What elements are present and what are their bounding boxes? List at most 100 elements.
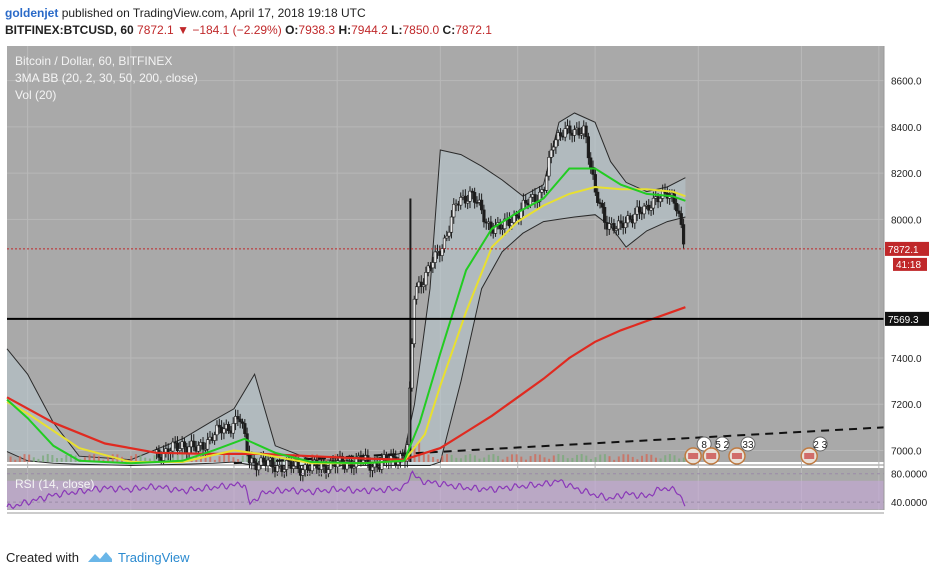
ohlc-line: BITFINEX:BTCUSD, 60 7872.1 ▼ −184.1 (−2.… [5, 23, 492, 37]
volume-bar [46, 454, 49, 462]
candle-body [616, 220, 621, 230]
event-count-label: 33 [742, 440, 754, 451]
candle-body [275, 465, 279, 472]
candle-body [296, 461, 300, 469]
volume-bar [436, 459, 439, 462]
volume-bar [543, 457, 546, 462]
event-count-label: 8 [701, 440, 707, 451]
candle-body [236, 416, 240, 420]
candle-body [445, 235, 449, 239]
volume-bar [483, 457, 486, 462]
tradingview-link[interactable]: TradingView [118, 550, 190, 565]
created-with-text: Created with [6, 550, 79, 565]
candle-body [201, 442, 205, 450]
volume-bar [209, 456, 212, 462]
candle-body [470, 190, 474, 193]
candle-body [280, 464, 284, 473]
volume-bar [130, 455, 133, 462]
rsi-line [6, 470, 686, 510]
candle-body [226, 424, 231, 431]
candle-body [651, 197, 656, 209]
high-value: 7944.2 [351, 23, 388, 37]
candle-body [563, 128, 567, 138]
candle-body [271, 457, 275, 468]
volume-bar [673, 455, 676, 462]
volume-bar [23, 454, 26, 462]
bb-legend: 3MA BB (20, 2, 30, 50, 200, close) [15, 71, 198, 85]
volume-bar [83, 457, 86, 462]
volume-bar [622, 454, 625, 462]
candle-body [577, 127, 581, 136]
volume-bar [274, 455, 277, 462]
candles [155, 119, 686, 483]
volume-bar [659, 458, 662, 462]
candle-body [524, 199, 528, 204]
candle-body [291, 465, 296, 469]
countdown-label: 41:18 [896, 260, 921, 271]
volume-bar [28, 454, 31, 462]
chart-svg[interactable]: 5 7 9 11 13 12:00 16 18 20 12:0 7000.0 7200.0 7400.0… [0, 42, 941, 533]
volume-bar [548, 458, 551, 462]
candle-body [549, 149, 553, 158]
event-count-label: 5 2 [715, 440, 729, 451]
candle-body [482, 209, 486, 223]
volume-bar [682, 457, 685, 462]
y-tick-label: 7000.0 [891, 446, 922, 457]
volume-bar [88, 454, 91, 462]
volume-bar [599, 454, 602, 462]
candle-body [175, 442, 180, 452]
volume-bar [223, 454, 226, 462]
volume-bar [450, 454, 453, 462]
candle-body [545, 175, 549, 191]
candle-body [178, 448, 182, 452]
price-change: −184.1 (−2.29%) [192, 23, 282, 37]
tradingview-logo-icon [88, 552, 112, 562]
x-tick-label: 5 [25, 521, 31, 522]
y-tick-label: 7400.0 [891, 354, 922, 365]
candle-body [447, 231, 451, 237]
volume-bar [617, 456, 620, 462]
x-tick-label: 18 [692, 521, 704, 522]
candle-body [329, 460, 333, 470]
candle-body [649, 207, 653, 211]
support-label-bg [885, 311, 929, 326]
candle-body [401, 453, 405, 456]
author-link[interactable]: goldenjet [5, 6, 59, 20]
candle-body [591, 166, 595, 175]
vol-legend: Vol (20) [15, 88, 57, 102]
open-label: O: [285, 23, 299, 37]
candle-body [473, 192, 477, 203]
candle-body [350, 461, 354, 469]
volume-bar [18, 456, 21, 462]
candle-body [463, 195, 467, 204]
low-label: L: [391, 23, 403, 37]
volume-bar [232, 457, 235, 462]
close-value: 7872.1 [455, 23, 492, 37]
volume-bar [343, 457, 346, 462]
close-label: C: [442, 23, 456, 37]
volume-bar [69, 454, 72, 462]
rsi-legend: RSI (14, close) [15, 477, 95, 491]
support-label: 7569.3 [888, 315, 919, 326]
candle-body [540, 189, 544, 193]
candle-body [424, 272, 428, 286]
volume-bar [571, 457, 574, 462]
volume-bar [594, 457, 597, 462]
volume-bar [608, 456, 611, 462]
volume-bar [102, 459, 105, 462]
chart-area[interactable]: 5 7 9 11 13 12:00 16 18 20 12:0 7000.0 7200.0 7400.0… [0, 42, 941, 533]
candle-body [589, 157, 593, 168]
volume-bar [181, 454, 184, 462]
flag-stripe-icon [688, 453, 699, 459]
candle-body [412, 298, 416, 345]
volume-bar [515, 454, 518, 462]
candle-body [426, 265, 430, 273]
volume-bar [557, 454, 560, 462]
candle-body [584, 125, 588, 137]
volume-bar [204, 454, 207, 462]
event-count-badge [740, 436, 756, 452]
candle-body [586, 136, 590, 159]
volume-bar [413, 445, 416, 462]
candle-body [431, 262, 435, 269]
volume-bar [566, 458, 569, 462]
